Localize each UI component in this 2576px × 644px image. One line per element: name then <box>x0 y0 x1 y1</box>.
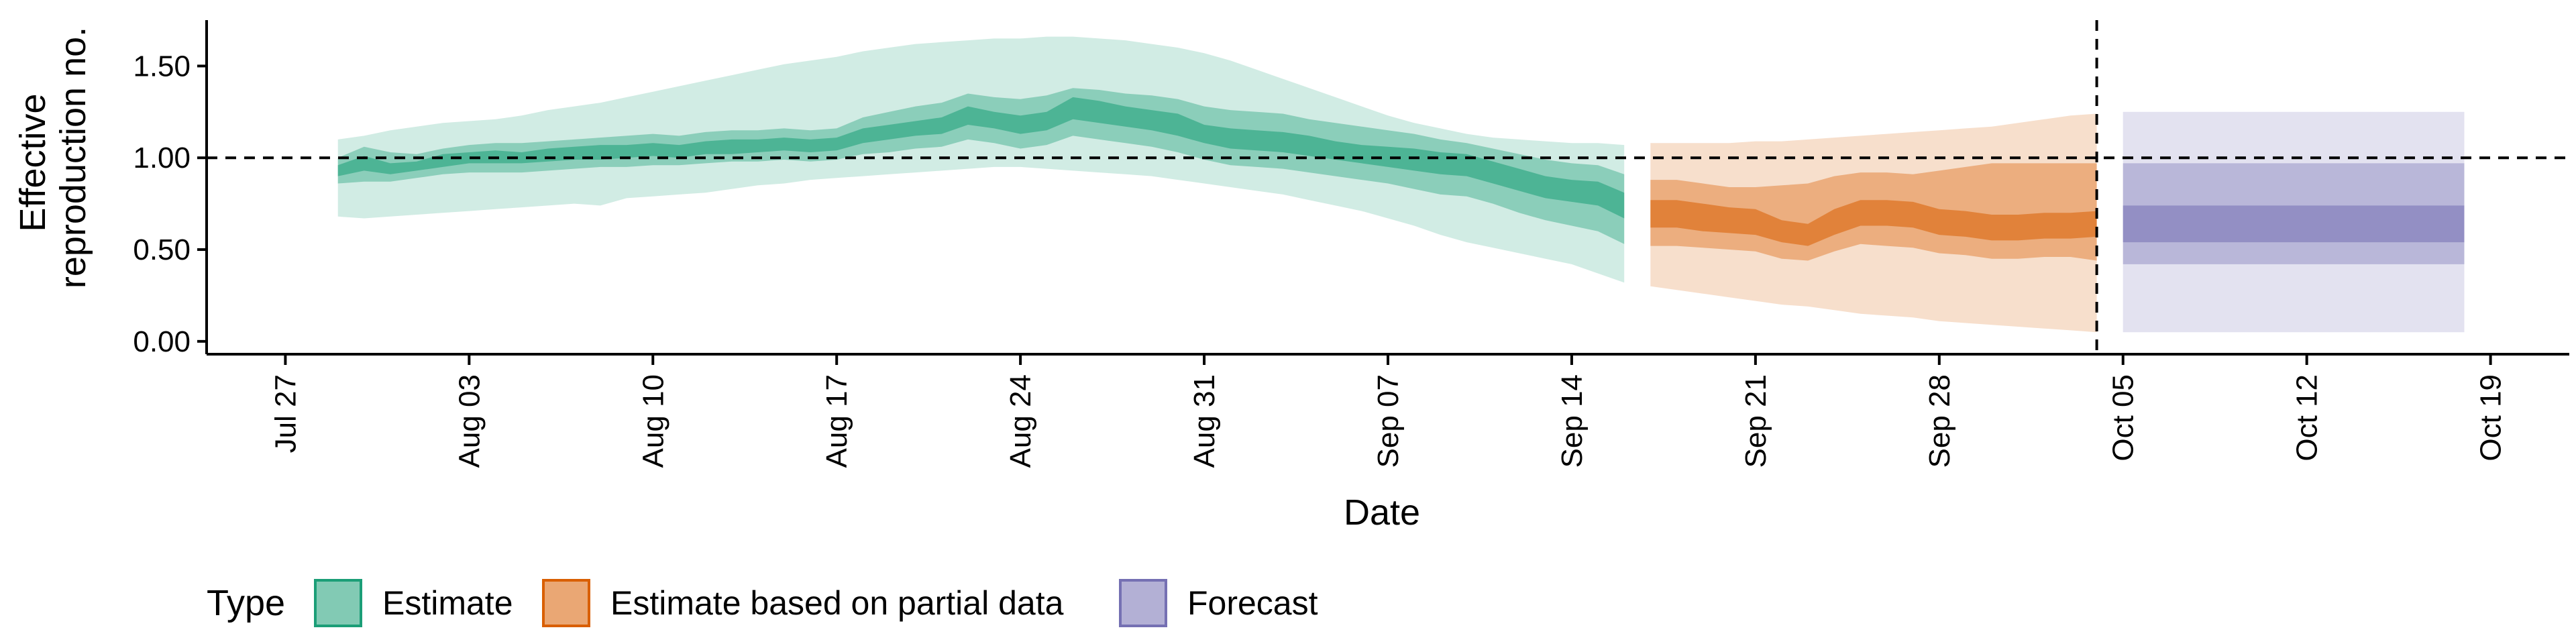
legend: Type Estimate Estimate based on partial d… <box>207 579 1318 627</box>
x-tick-label: Aug 03 <box>453 374 486 468</box>
y-axis-title: Effective reproduction no. <box>13 27 93 288</box>
x-tick-label: Oct 19 <box>2475 374 2508 462</box>
ribbon-layer <box>337 36 2465 333</box>
x-tick-label: Aug 31 <box>1188 374 1221 468</box>
y-tick-label: 0.50 <box>133 233 191 266</box>
series-2-inner-band <box>1650 200 2097 246</box>
series-1-inner-band <box>337 97 1625 219</box>
series-1-mid-band <box>337 88 1625 244</box>
x-axis-title: Date <box>1344 492 1420 533</box>
x-tick-label: Aug 17 <box>820 374 853 468</box>
legend-swatch <box>314 579 362 627</box>
axes: 0.00 0.50 1.00 1.50 Jul 27 Aug 03 Aug 10 Aug 17… <box>133 20 2569 468</box>
series-1-outer-band <box>337 36 1625 283</box>
y-tick-label: 0.00 <box>133 325 191 358</box>
x-tick-label: Jul 27 <box>269 374 302 453</box>
x-tick-label: Oct 05 <box>2107 374 2140 462</box>
legend-items: Estimate Estimate based on partial data Fo… <box>314 579 1318 627</box>
legend-label: Estimate <box>382 584 513 622</box>
x-tick-label: Sep 28 <box>1923 374 1956 468</box>
x-tick-label: Aug 10 <box>637 374 669 468</box>
y-tick-label: 1.50 <box>133 50 191 83</box>
legend-swatch <box>542 579 590 627</box>
x-tick-label: Sep 21 <box>1739 374 1772 468</box>
y-tick-label: 1.00 <box>133 142 191 174</box>
series-3-inner-band <box>2123 205 2465 243</box>
x-tick-label: Oct 12 <box>2291 374 2324 462</box>
x-tick-label: Sep 14 <box>1556 374 1589 468</box>
x-tick-label: Aug 24 <box>1004 374 1037 468</box>
legend-title: Type <box>207 583 285 623</box>
legend-label: Estimate based on partial data <box>610 584 1064 622</box>
x-tick-label: Sep 07 <box>1372 374 1405 468</box>
legend-swatch <box>1119 579 1167 627</box>
legend-label: Forecast <box>1187 584 1318 622</box>
